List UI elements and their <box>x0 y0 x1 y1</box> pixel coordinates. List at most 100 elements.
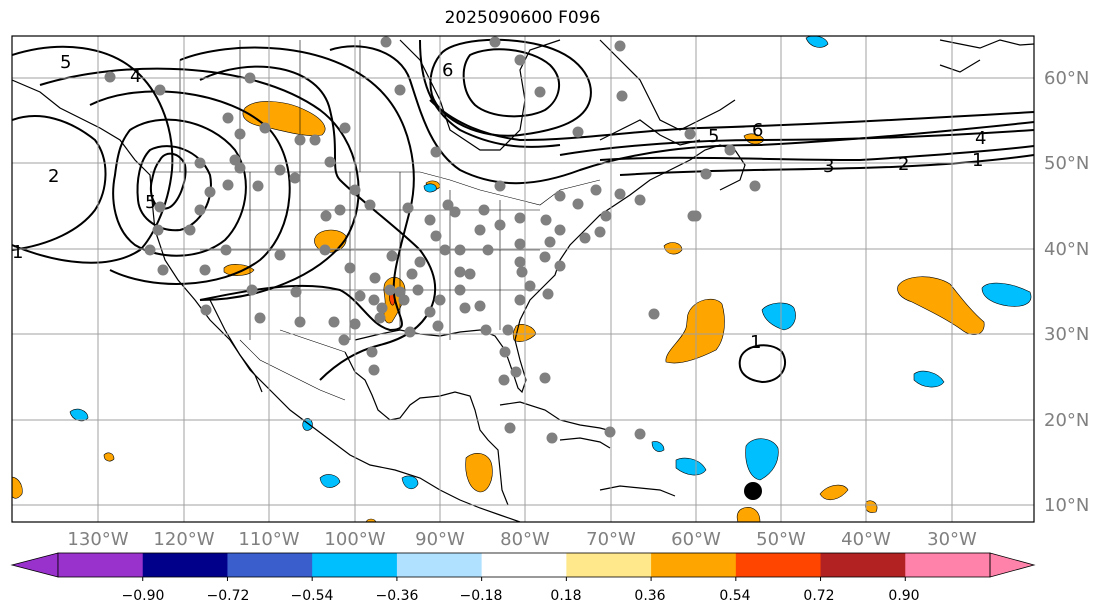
station-dot <box>494 180 506 192</box>
station-dot <box>516 266 528 278</box>
colorbar-segment <box>905 553 991 577</box>
contour-label: 4 <box>130 66 141 87</box>
lon-label: 70°W <box>586 529 636 550</box>
station-dot <box>459 302 471 314</box>
blue-blob <box>423 183 437 193</box>
station-dot <box>554 260 566 272</box>
station-dot <box>474 300 486 312</box>
station-dot <box>454 266 466 278</box>
station-dot <box>328 316 340 328</box>
station-dot <box>442 199 454 211</box>
station-dot <box>424 214 436 226</box>
lon-label: 40°W <box>841 529 891 550</box>
station-dot <box>749 180 761 192</box>
orange-blob <box>465 453 493 493</box>
station-dot <box>684 128 696 140</box>
station-dot <box>368 364 380 376</box>
lon-label: 90°W <box>415 529 465 550</box>
station-dot <box>498 374 510 386</box>
station-dot <box>464 268 476 280</box>
lon-label: 120°W <box>153 529 214 550</box>
lon-label: 50°W <box>756 529 806 550</box>
contour-label: 3 <box>823 156 834 177</box>
blue-blob <box>69 408 89 422</box>
station-dot <box>514 54 526 66</box>
station-dot <box>554 224 566 236</box>
colorbar-extend-low <box>10 552 59 578</box>
station-dot <box>724 144 736 156</box>
colorbar-segment <box>142 553 228 577</box>
orange-blob <box>103 452 115 462</box>
station-dot <box>614 40 626 52</box>
orange-blob <box>242 101 326 136</box>
station-dot <box>339 122 351 134</box>
orange-blob <box>819 484 849 501</box>
station-dot <box>259 122 271 134</box>
colorbar-tick-label: −0.54 <box>291 588 334 604</box>
lon-label: 130°W <box>67 529 128 550</box>
contour-label: 5 <box>60 52 71 73</box>
station-dot <box>454 284 466 296</box>
orange-blob <box>665 298 725 364</box>
map-title: 2025090600 F096 <box>444 8 601 28</box>
lat-label: 50°N <box>1044 153 1089 174</box>
station-dot <box>368 294 380 306</box>
station-dot <box>234 128 246 140</box>
station-dot <box>199 264 211 276</box>
station-dot <box>152 224 164 236</box>
lat-label: 20°N <box>1044 410 1089 431</box>
station-dot <box>344 262 356 274</box>
station-dot <box>234 162 246 174</box>
station-dot <box>289 172 301 184</box>
station-dot <box>402 202 414 214</box>
station-dot <box>499 346 511 358</box>
blue-blob <box>805 36 829 48</box>
station-dot <box>439 244 451 256</box>
station-dot <box>222 179 234 191</box>
colorbar-segment <box>651 553 737 577</box>
station-dot <box>220 244 232 256</box>
blue-blob <box>401 475 419 490</box>
lat-label: 30°N <box>1044 324 1089 345</box>
station-dot <box>204 186 216 198</box>
station-dot <box>254 312 266 324</box>
station-dot <box>524 280 536 292</box>
lat-label: 40°N <box>1044 239 1089 260</box>
contour-label: 4 <box>975 128 986 149</box>
station-dot <box>309 134 321 146</box>
orange-blob <box>897 276 985 335</box>
station-markers <box>104 36 761 444</box>
station-dot <box>369 272 381 284</box>
station-dot <box>394 286 406 298</box>
station-dot <box>294 316 306 328</box>
lon-label: 30°W <box>927 529 977 550</box>
colorbar-segment <box>312 553 398 577</box>
station-dot <box>489 36 501 48</box>
lon-label: 100°W <box>324 529 385 550</box>
station-dot <box>648 308 660 320</box>
station-dot <box>376 302 388 314</box>
station-dot <box>539 251 551 263</box>
colorbar-tick-label: 0.54 <box>719 588 750 604</box>
station-dot <box>482 244 494 256</box>
station-dot <box>320 210 332 222</box>
station-dot <box>534 86 546 98</box>
station-dot <box>184 224 196 236</box>
blue-blob <box>651 441 665 452</box>
contour-lines <box>12 38 1034 384</box>
station-dot <box>594 226 606 238</box>
station-dot <box>514 238 526 250</box>
station-dot <box>394 84 406 96</box>
station-dot <box>454 244 466 256</box>
station-dot <box>430 146 442 158</box>
contour-label: 1 <box>750 332 761 353</box>
contour-labels: 5 4 6 2 5 1 4 5 6 3 2 1 1 <box>12 52 986 353</box>
station-dot <box>449 206 461 218</box>
station-dot <box>222 112 234 124</box>
colorbar-segment <box>227 553 313 577</box>
orange-blob <box>12 476 23 499</box>
lon-label: 110°W <box>238 529 299 550</box>
colorbar-segment <box>58 553 144 577</box>
station-dot <box>514 212 526 224</box>
lat-label: 10°N <box>1044 495 1089 516</box>
